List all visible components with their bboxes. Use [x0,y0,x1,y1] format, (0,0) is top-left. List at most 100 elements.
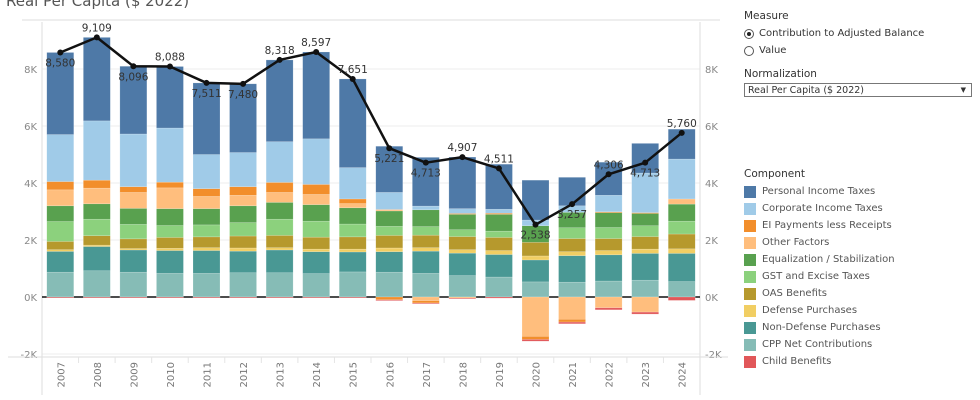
bar-segment [521,242,550,257]
legend-item[interactable]: Corporate Income Taxes [744,200,895,217]
data-label: 8,096 [118,71,148,83]
bar-segment [375,145,404,193]
bar-segment [594,212,623,228]
bar-segment [83,270,111,298]
bar-segment [338,203,367,209]
total-line-point [642,159,649,166]
legend-item[interactable]: Equalization / Stabilization [744,251,895,268]
x-tick-label: 2014 [312,362,323,387]
bar-segment [302,204,330,222]
y-tick-label-right: 2K [705,236,718,247]
data-label: 4,511 [484,153,514,165]
bar-segment [631,311,659,315]
axes: -2K -2K 0K 0K 2K 2K 4K 4K 6K 6K 8K 8K 2007 2008 2009 20… [8,22,728,395]
total-line-point [130,63,137,70]
bar-segment [375,235,404,249]
y-tick-label-left: 6K [24,122,37,133]
normalization-label: Normalization [744,68,817,80]
y-tick-label-left: -2K [20,350,37,361]
bar-segment [594,195,623,213]
bar-segment [46,134,75,182]
legend-item[interactable]: Personal Income Taxes [744,183,895,200]
legend-swatch [744,270,756,283]
legend-item[interactable]: Defense Purchases [744,302,895,319]
bar-segment [302,236,330,250]
bar-segment [83,187,111,205]
legend-swatch [744,338,756,351]
bar-segment [192,250,221,274]
legend-item[interactable]: Other Factors [744,234,895,251]
bar-segment [667,248,696,254]
legend-item[interactable]: Child Benefits [744,353,895,370]
bar-segment [558,318,586,323]
bar-segment [156,225,184,238]
legend-item[interactable]: GST and Excise Taxes [744,268,895,285]
legend-swatch [744,355,756,368]
measure-option-value[interactable]: Value [744,42,976,59]
bar-segment [521,179,550,221]
legend-label: Defense Purchases [762,305,858,316]
bar-segment [265,141,294,183]
bar-segment [265,296,294,299]
x-tick-label: 2010 [166,362,177,387]
bar-segment [631,213,659,226]
legend-label: Corporate Income Taxes [762,203,883,214]
bar-segment [265,202,294,220]
bar-segment [338,167,367,200]
chevron-down-icon[interactable]: ▼ [960,86,966,94]
legend-item[interactable]: Non-Defense Purchases [744,319,895,336]
legend-label: Child Benefits [762,356,832,367]
x-tick-label: 2012 [239,362,250,387]
data-label: 7,480 [228,89,258,101]
bar-segment [375,210,404,227]
total-line-point [532,221,539,228]
x-tick-label: 2009 [129,362,140,387]
x-tick-label: 2017 [422,362,433,387]
bar-segment [192,236,221,248]
bar-segment [485,208,513,214]
normalization-dropdown[interactable]: Real Per Capita ($ 2022) ▼ [744,83,972,97]
legend-label: CPP Net Contributions [762,339,873,350]
bar-segment [229,222,257,237]
chart-title: Real Per Capita ($ 2022) [6,0,190,10]
x-tick-label: 2013 [276,362,287,387]
bar-segment [119,224,148,240]
bar-segment [302,296,330,299]
y-tick-label-right: 0K [705,293,718,304]
total-line [57,34,685,228]
bar-segment [485,254,513,278]
bar-segment [448,208,477,214]
bar-segment [83,37,111,122]
data-label: 8,597 [301,37,331,49]
bar-segment [448,275,477,298]
bar-segment [338,207,367,225]
bar-segment [119,238,148,249]
bar-segment [229,272,257,298]
bar-segment [412,250,440,274]
bar-segment [667,158,696,200]
bar-segment [375,299,404,301]
bar-segment [667,296,696,301]
measure-option-contribution[interactable]: Contribution to Adjusted Balance [744,25,976,42]
bar-segment [667,198,696,205]
measure-option-label: Contribution to Adjusted Balance [759,28,925,39]
bar-segment [119,208,148,225]
radio-selected-icon[interactable] [744,28,754,39]
gridlines [22,19,720,355]
bar-segment [156,248,184,251]
bar-segment [83,246,111,272]
bar-segment [375,192,404,210]
bar-segment [46,52,75,135]
bar-segment [192,196,221,209]
legend-label: Other Factors [762,237,830,248]
bar-segment [485,276,513,298]
legend-item[interactable]: OAS Benefits [744,285,895,302]
bar-segment [229,247,257,252]
bar-segment [156,208,184,226]
bar-segment [448,156,477,209]
bar-segment [156,250,184,274]
data-label: 8,088 [155,51,185,63]
radio-unselected-icon[interactable] [744,45,754,56]
legend-item[interactable]: EI Payments less Receipts [744,217,895,234]
legend-item[interactable]: CPP Net Contributions [744,336,895,353]
